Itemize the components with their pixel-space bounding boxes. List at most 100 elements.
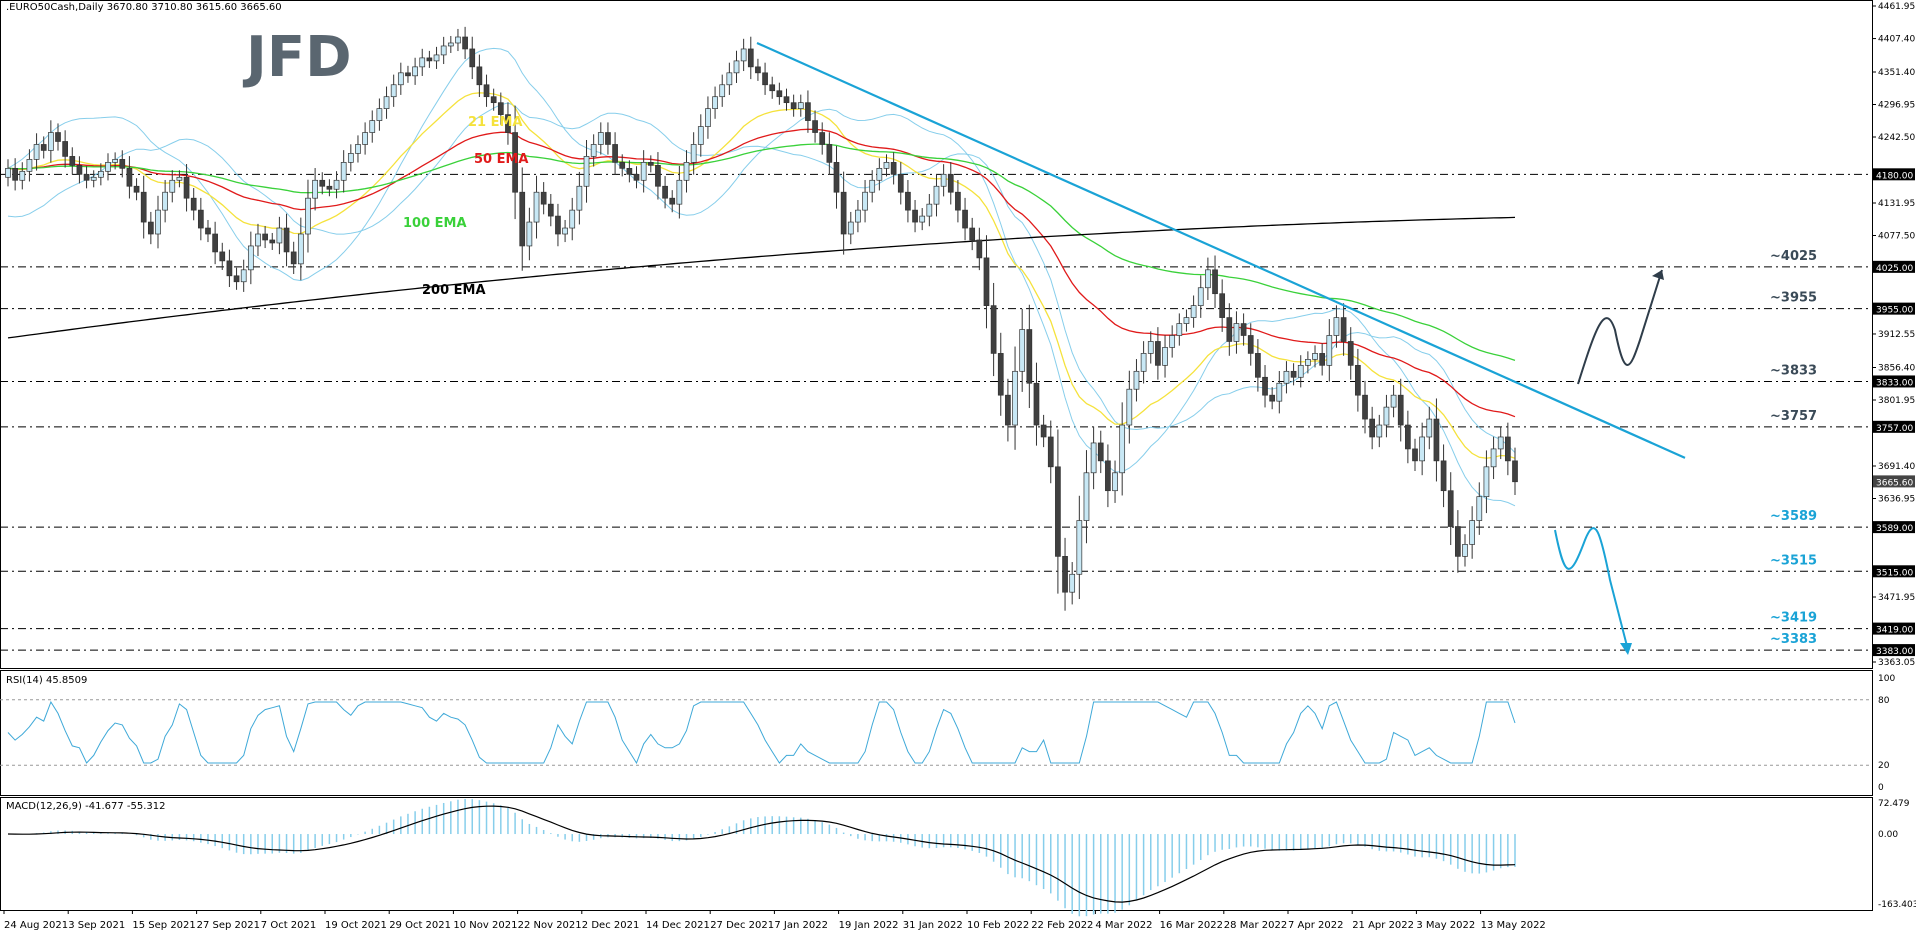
price-tick-label: 4407.40 bbox=[1878, 35, 1915, 45]
level-annotation: ~3833 bbox=[1770, 363, 1817, 378]
bullish-candle bbox=[1312, 353, 1318, 360]
bullish-candle bbox=[933, 185, 940, 205]
bullish-candle bbox=[1162, 347, 1168, 366]
level-price-label: 4025.00 bbox=[1876, 264, 1913, 274]
bullish-candle bbox=[847, 221, 854, 235]
bearish-candle bbox=[1155, 341, 1161, 366]
bearish-candle bbox=[83, 173, 90, 181]
bearish-candle bbox=[126, 167, 133, 187]
bearish-candle bbox=[490, 96, 497, 104]
ema-label: 100 EMA bbox=[403, 216, 467, 231]
bearish-candle bbox=[812, 120, 818, 133]
bearish-candle bbox=[1319, 353, 1326, 366]
macd-tick-label: -163.403 bbox=[1878, 900, 1916, 910]
bearish-candle bbox=[783, 96, 790, 104]
bullish-candle bbox=[1497, 436, 1504, 450]
bearish-arrowhead bbox=[1620, 643, 1632, 655]
bullish-candle bbox=[740, 48, 747, 62]
level-price-tag bbox=[1873, 521, 1915, 534]
bullish-candle bbox=[362, 132, 368, 145]
date-tick-label: 24 Aug 2021 bbox=[4, 920, 68, 931]
bearish-candle bbox=[512, 132, 518, 193]
bearish-candle bbox=[976, 239, 983, 259]
support-resistance-levels: ~4025 ~3955 ~3833 ~3757 ~3589 ~3515 ~3419 ~3383 bbox=[0, 173, 1872, 651]
price-tick-label: 4296.95 bbox=[1878, 100, 1915, 110]
price-tick-label: 3801.95 bbox=[1878, 396, 1915, 406]
bullish-candle bbox=[1483, 466, 1490, 498]
bearish-candle bbox=[183, 176, 190, 199]
bullish-candle bbox=[683, 162, 690, 181]
bearish-candle bbox=[955, 191, 961, 211]
bearish-candle bbox=[633, 173, 640, 181]
bearish-candle bbox=[1362, 394, 1368, 420]
price-tick-label: 3636.95 bbox=[1878, 494, 1915, 504]
bearish-candle bbox=[205, 227, 211, 235]
bearish-candle bbox=[1240, 323, 1247, 336]
rsi-tick-label: 20 bbox=[1878, 761, 1890, 771]
date-tick-label: 19 Oct 2021 bbox=[325, 920, 387, 931]
bearish-candle bbox=[1247, 335, 1254, 354]
price-tick-label: 4351.40 bbox=[1878, 68, 1915, 78]
bearish-candle bbox=[1269, 394, 1276, 402]
downtrend-line bbox=[756, 41, 1686, 459]
candlesticks bbox=[5, 26, 1518, 611]
macd-tick-label: 0.00 bbox=[1878, 830, 1898, 840]
bearish-candle bbox=[819, 132, 826, 145]
level-price-label: 3589.00 bbox=[1876, 524, 1913, 534]
bullish-candle bbox=[1276, 382, 1283, 402]
bullish-candle bbox=[1069, 573, 1076, 593]
bearish-candle bbox=[905, 191, 911, 211]
bullish-candle bbox=[697, 126, 704, 145]
bearish-candle bbox=[983, 257, 990, 306]
date-tick-label: 4 Mar 2022 bbox=[1095, 920, 1152, 931]
bullish-candle bbox=[526, 221, 533, 247]
bearish-candle bbox=[747, 48, 754, 68]
bullish-candle bbox=[155, 209, 161, 235]
level-price-label: 3833.00 bbox=[1876, 378, 1913, 388]
bearish-candle bbox=[133, 185, 140, 193]
bearish-candle bbox=[1062, 556, 1068, 593]
bearish-candle bbox=[555, 215, 561, 235]
bullish-candle bbox=[705, 108, 711, 127]
bearish-candle bbox=[755, 66, 761, 74]
date-tick-label: 10 Nov 2021 bbox=[453, 920, 517, 931]
bearish-candle bbox=[947, 173, 954, 193]
level-price-tag bbox=[1873, 622, 1915, 635]
bearish-candle bbox=[990, 305, 997, 354]
date-tick-label: 28 Mar 2022 bbox=[1224, 920, 1287, 931]
ema-200-line bbox=[7, 216, 1516, 339]
bearish-candle bbox=[1405, 424, 1411, 450]
price-tick-label: 3912.55 bbox=[1878, 330, 1915, 340]
bearish-candle bbox=[197, 209, 204, 229]
bullish-candle bbox=[569, 209, 576, 229]
bullish-candle bbox=[1183, 317, 1190, 324]
ema-label: 21 EMA bbox=[468, 115, 523, 130]
bullish-candle bbox=[1119, 424, 1126, 474]
bearish-candle bbox=[219, 251, 226, 262]
bearish-candle bbox=[912, 209, 918, 223]
level-annotation: ~3589 bbox=[1770, 509, 1817, 524]
level-price-label: 3515.00 bbox=[1876, 568, 1913, 578]
price-tick-label: 3856.40 bbox=[1878, 363, 1915, 373]
bearish-candle bbox=[1226, 317, 1233, 342]
main-panel-frame bbox=[0, 0, 1873, 669]
level-price-tag bbox=[1873, 168, 1915, 181]
bullish-candle bbox=[712, 96, 718, 109]
bullish-candle bbox=[333, 179, 340, 190]
date-axis: 24 Aug 2021 3 Sep 2021 15 Sep 2021 27 Sep 2… bbox=[3, 910, 1546, 931]
brand-logo: JFD bbox=[242, 25, 352, 90]
rsi-tick-label: 0 bbox=[1878, 783, 1884, 793]
level-price-label: 3383.00 bbox=[1876, 647, 1913, 657]
bullish-candle bbox=[533, 191, 540, 223]
bullish-candle bbox=[1333, 317, 1340, 336]
bullish-candle bbox=[1326, 335, 1333, 366]
date-tick-label: 29 Oct 2021 bbox=[389, 920, 451, 931]
price-tick-label: 4077.50 bbox=[1878, 232, 1915, 242]
bullish-candle bbox=[1112, 472, 1118, 492]
level-price-label: 4180.00 bbox=[1876, 171, 1913, 181]
macd-label: MACD(12,26,9) -41.677 -55.312 bbox=[6, 801, 166, 812]
current-price-tag bbox=[1873, 475, 1915, 488]
bullish-candle bbox=[1133, 370, 1140, 390]
bullish-candle bbox=[1019, 329, 1026, 372]
